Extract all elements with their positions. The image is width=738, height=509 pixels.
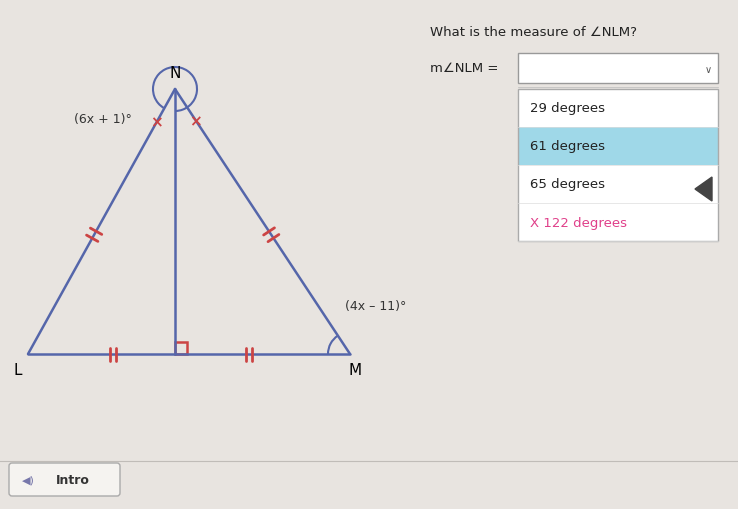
Polygon shape (695, 178, 712, 202)
Text: ◀): ◀) (21, 474, 35, 485)
Text: ×: × (190, 114, 202, 129)
Text: X 122 degrees: X 122 degrees (530, 216, 627, 229)
Text: m∠NLM =: m∠NLM = (430, 62, 498, 74)
Text: ∨: ∨ (705, 65, 711, 75)
Bar (518, 128, 718, 165)
Text: 61 degrees: 61 degrees (530, 140, 605, 153)
Text: M: M (348, 363, 362, 378)
Text: What is the measure of ∠NLM?: What is the measure of ∠NLM? (430, 25, 637, 38)
Text: ×: × (151, 116, 163, 130)
Text: 29 degrees: 29 degrees (530, 102, 605, 115)
Bar (518, 54, 718, 84)
Bar (518, 90, 718, 242)
FancyBboxPatch shape (9, 463, 120, 496)
Text: Intro: Intro (56, 473, 90, 486)
Bar (518, 204, 718, 242)
Bar (175, 343, 187, 354)
Bar (518, 165, 718, 204)
Text: 65 degrees: 65 degrees (530, 178, 605, 191)
Bar (518, 90, 718, 128)
Text: N: N (169, 65, 181, 80)
Text: (6x + 1)°: (6x + 1)° (74, 114, 132, 126)
Text: (4x – 11)°: (4x – 11)° (345, 300, 407, 313)
Text: L: L (14, 363, 22, 378)
